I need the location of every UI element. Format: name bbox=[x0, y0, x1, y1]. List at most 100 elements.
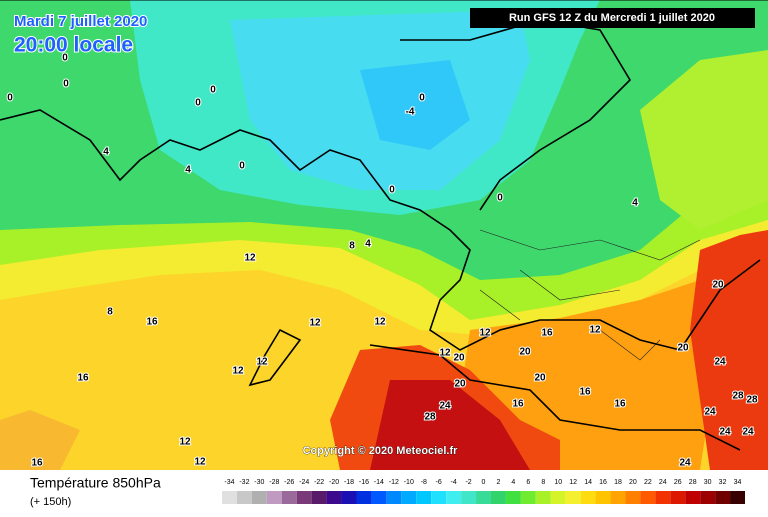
colorbar-swatch bbox=[446, 491, 462, 504]
colorbar-swatch bbox=[535, 491, 551, 504]
coastline-island bbox=[248, 328, 302, 387]
colorbar-swatch bbox=[550, 491, 566, 504]
run-box bbox=[470, 8, 755, 28]
colorbar-tick-label: -30 bbox=[254, 479, 264, 486]
colorbar-swatch bbox=[401, 491, 417, 504]
colorbar-tick-label: 18 bbox=[614, 479, 622, 486]
colorbar-swatch bbox=[281, 491, 297, 504]
colorbar-tick-label: -8 bbox=[421, 479, 427, 486]
colorbar-swatch bbox=[640, 491, 656, 504]
colorbar-swatch bbox=[326, 491, 342, 504]
forecast-date: Mardi 7 juillet 2020 bbox=[14, 13, 147, 30]
colorbar-tick-label: 12 bbox=[569, 479, 577, 486]
colorbar-tick-label: -20 bbox=[329, 479, 339, 486]
colorbar-swatch bbox=[386, 491, 402, 504]
contour-label: 8 bbox=[349, 241, 355, 252]
contour-label: 20 bbox=[677, 343, 689, 354]
field-extreme bbox=[370, 380, 530, 470]
contour-label: 12 bbox=[194, 457, 206, 468]
contour-label: 16 bbox=[77, 373, 89, 384]
colorbar-tick-label: 10 bbox=[554, 479, 562, 486]
colorbar-swatch bbox=[251, 491, 267, 504]
colorbar-tick-label: 0 bbox=[482, 479, 486, 486]
contour-label: 12 bbox=[309, 318, 321, 329]
contour-label: 20 bbox=[454, 379, 466, 390]
contour-label: 0 bbox=[419, 93, 425, 104]
contour-label: 4 bbox=[103, 147, 109, 158]
contour-label: 8 bbox=[107, 307, 113, 318]
contour-label: 0 bbox=[62, 53, 68, 64]
colorbar-tick-label: 24 bbox=[659, 479, 667, 486]
contour-label: 0 bbox=[239, 161, 245, 172]
contour-label: 0 bbox=[497, 193, 503, 204]
field-coldest bbox=[360, 60, 470, 150]
contour-label: 28 bbox=[732, 391, 744, 402]
colorbar-swatch bbox=[371, 491, 387, 504]
colorbar-swatch bbox=[625, 491, 641, 504]
contour-label: 24 bbox=[714, 357, 726, 368]
contour-label: 24 bbox=[679, 458, 691, 469]
field-warm-west bbox=[0, 410, 80, 470]
colorbar-tick-label: 8 bbox=[541, 479, 545, 486]
coastline-north bbox=[400, 19, 632, 211]
temperature-field bbox=[0, 0, 768, 470]
colorbar-swatch bbox=[700, 491, 716, 504]
colorbar-tick-label: 22 bbox=[644, 479, 652, 486]
contour-label: 16 bbox=[31, 458, 43, 469]
contour-label: 16 bbox=[146, 317, 158, 328]
colorbar-tick-label: -2 bbox=[465, 479, 471, 486]
borders bbox=[479, 229, 701, 361]
colorbar-tick-label: -16 bbox=[359, 479, 369, 486]
colorbar-swatch bbox=[476, 491, 491, 504]
colorbar-tick-label: 4 bbox=[511, 479, 515, 486]
contour-label: 4 bbox=[365, 239, 371, 250]
colorbar-swatch bbox=[565, 491, 581, 504]
contour-label: 24 bbox=[742, 427, 754, 438]
colorbar: -34 -32 -30 -28 -26 -24 -22 -20 -18 -16 -14 -12 -10-… bbox=[222, 479, 745, 504]
colorbar-swatch bbox=[580, 491, 596, 504]
colorbar-swatch bbox=[610, 491, 626, 504]
contour-label: -4 bbox=[406, 107, 415, 118]
contour-label: 12 bbox=[256, 357, 268, 368]
contour-label: 24 bbox=[439, 401, 451, 412]
contour-label: 12 bbox=[439, 348, 451, 359]
contour-label: 16 bbox=[512, 399, 524, 410]
colorbar-swatch bbox=[655, 491, 671, 504]
contour-label: 20 bbox=[519, 347, 531, 358]
copyright: Copyright © 2020 Meteociel.fr bbox=[303, 445, 459, 457]
field-very-hot-east bbox=[690, 230, 768, 470]
colorbar-tick-label: 32 bbox=[719, 479, 727, 486]
colorbar-tick-label: -34 bbox=[224, 479, 234, 486]
colorbar-swatch bbox=[416, 491, 432, 504]
contour-label: 0 bbox=[195, 98, 201, 109]
contour-label: 24 bbox=[719, 427, 731, 438]
colorbar-tick-label: -26 bbox=[284, 479, 294, 486]
contour-label: 0 bbox=[63, 79, 69, 90]
colorbar-swatch bbox=[431, 491, 447, 504]
field-mild-east bbox=[640, 50, 768, 230]
colorbar-tick-label: -14 bbox=[374, 479, 384, 486]
contour-label: 4 bbox=[185, 165, 191, 176]
colorbar-swatch bbox=[520, 491, 536, 504]
colorbar-tick-label: 14 bbox=[584, 479, 592, 486]
colorbar-tick-label: 20 bbox=[629, 479, 637, 486]
contour-label: 4 bbox=[632, 198, 638, 209]
colorbar-swatch bbox=[461, 491, 477, 504]
colorbar-tick-label: -6 bbox=[436, 479, 442, 486]
colorbar-swatch bbox=[595, 491, 611, 504]
colorbar-tick-label: 26 bbox=[674, 479, 682, 486]
colorbar-swatch bbox=[730, 491, 745, 504]
colorbar-swatch bbox=[222, 491, 237, 504]
contour-label: 16 bbox=[614, 399, 626, 410]
colorbar-tick-label: -32 bbox=[239, 479, 249, 486]
contour-label: 16 bbox=[541, 328, 553, 339]
colorbar-tick-label: -24 bbox=[299, 479, 309, 486]
colorbar-tick-label: -22 bbox=[314, 479, 324, 486]
colorbar-tick-label: -4 bbox=[450, 479, 456, 486]
colorbar-swatch bbox=[490, 491, 506, 504]
colorbar-swatch bbox=[341, 491, 357, 504]
contour-label: 28 bbox=[746, 395, 758, 406]
colorbar-tick-label: 6 bbox=[526, 479, 530, 486]
